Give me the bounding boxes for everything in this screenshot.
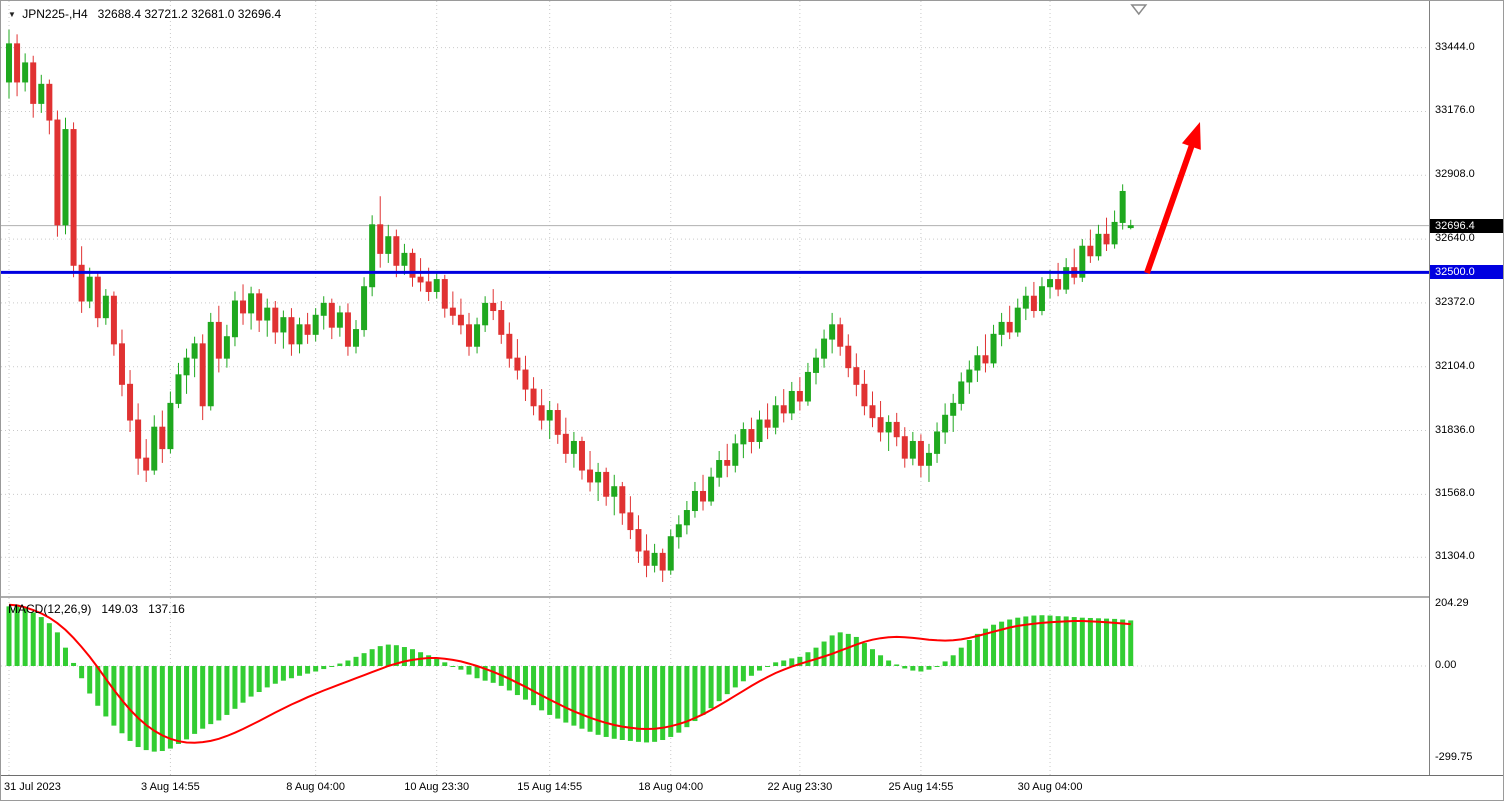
macd-histogram (6, 604, 1134, 752)
time-axis-label: 15 Aug 14:55 (517, 781, 583, 793)
macd-axis-label: 204.29 (1435, 596, 1469, 609)
macd-chart[interactable] (1, 598, 1431, 775)
symbol-period-label: JPN225-,H4 (22, 7, 88, 21)
symbol-dropdown-icon[interactable]: ▼ (8, 10, 16, 19)
hline-price-badge: 32500.0 (1430, 265, 1503, 280)
price-chart-pane[interactable]: ▼ JPN225-,H4 32688.4 32721.2 32681.0 326… (1, 1, 1431, 596)
macd-indicator-pane[interactable]: MACD(12,26,9) 149.03 137.16 (1, 596, 1431, 775)
price-axis-label: 31568.0 (1435, 487, 1475, 500)
time-axis-label: 31 Jul 2023 (4, 781, 61, 793)
price-axis-label: 32104.0 (1435, 359, 1475, 372)
macd-signal-value: 137.16 (148, 602, 185, 616)
time-axis-label: 30 Aug 04:00 (1017, 781, 1083, 793)
macd-signal-line (8, 603, 1131, 744)
candlestick-chart[interactable] (1, 1, 1431, 596)
time-axis-label: 3 Aug 14:55 (141, 781, 200, 793)
candlestick-series (6, 29, 1134, 582)
trend-arrow-head[interactable] (1181, 122, 1201, 150)
trend-arrow-shaft[interactable] (1144, 139, 1197, 274)
macd-axis-label: 0.00 (1435, 659, 1457, 671)
ohlc-values: 32688.4 32721.2 32681.0 32696.4 (97, 7, 282, 21)
time-axis-label: 18 Aug 04:00 (638, 781, 704, 793)
macd-main-value: 149.03 (101, 602, 139, 616)
price-axis-label: 31836.0 (1435, 423, 1475, 436)
current-price-badge: 32696.4 (1430, 218, 1503, 233)
price-axis-label: 32640.0 (1435, 232, 1475, 245)
time-axis[interactable]: 31 Jul 2023 3 Aug 14:55 8 Aug 04:00 10 Aug … (1, 775, 1503, 800)
chart-shift-marker-icon[interactable] (1130, 4, 1148, 16)
time-axis-label: 22 Aug 23:30 (767, 781, 833, 793)
price-axis-label: 32908.0 (1435, 168, 1475, 181)
macd-name-label: MACD(12,26,9) (8, 602, 92, 616)
time-axis-label: 10 Aug 23:30 (404, 781, 470, 793)
price-axis-label: 33444.0 (1435, 40, 1475, 53)
price-axis[interactable]: 33444.0 33176.0 32908.0 32640.0 32372.0 32104… (1429, 1, 1503, 775)
chart-title: ▼ JPN225-,H4 32688.4 32721.2 32681.0 326… (8, 7, 281, 21)
price-axis-label: 33176.0 (1435, 104, 1475, 117)
price-axis-label: 32372.0 (1435, 295, 1475, 308)
macd-title: MACD(12,26,9) 149.03 137.16 (8, 602, 185, 616)
macd-axis-label: -299.75 (1435, 750, 1473, 763)
time-axis-label: 25 Aug 14:55 (888, 781, 954, 793)
price-axis-label: 31304.0 (1435, 550, 1475, 563)
time-axis-label: 8 Aug 04:00 (286, 781, 346, 793)
